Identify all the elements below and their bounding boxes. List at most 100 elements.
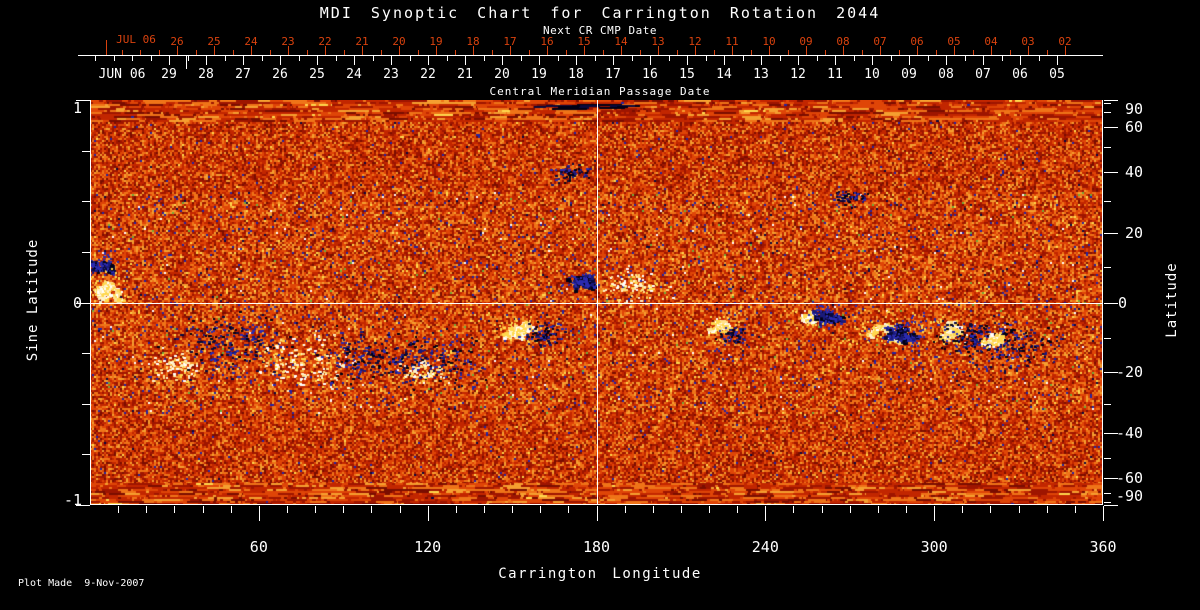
next-cr-halfday-tick (676, 50, 678, 55)
latitude-tick-label: -20 (1116, 363, 1144, 381)
cmp-halfday-tick (1038, 55, 1040, 61)
cmp-day-label: 27 (235, 67, 251, 82)
cmp-halfday-tick (705, 55, 707, 61)
longitude-minor-tick (962, 506, 963, 513)
next-cr-day-label: 14 (614, 35, 628, 48)
longitude-minor-tick (625, 506, 626, 513)
cmp-halfday-tick (816, 55, 818, 61)
cmp-halfday-tick (964, 55, 966, 61)
longitude-minor-tick (484, 506, 485, 513)
longitude-tick-label: 60 (249, 538, 268, 556)
cmp-halfday-tick (520, 55, 522, 61)
next-cr-halfday-tick (140, 50, 141, 55)
cmp-halfday-tick (150, 55, 152, 61)
next-cr-day-label: 06 (910, 35, 924, 48)
next-cr-halfday-tick (343, 50, 345, 55)
next-cr-day-label: 02 (1058, 35, 1072, 48)
plot-made-timestamp: Plot Made 9-Nov-2007 (18, 578, 145, 589)
cmp-day-tick (835, 55, 836, 65)
cmp-halfday-tick (298, 55, 300, 61)
cmp-day-tick (724, 55, 725, 65)
sine-latitude-tick-label: -1 (63, 491, 82, 509)
cmp-halfday-tick (409, 55, 411, 61)
next-cr-day-tick (658, 46, 659, 55)
cmp-day-tick (354, 55, 355, 65)
longitude-tick-label: 120 (414, 538, 442, 556)
latitude-major-tick (1104, 233, 1118, 234)
next-cr-day-tick (214, 46, 215, 55)
next-cr-day-label: 24 (244, 35, 258, 48)
longitude-minor-tick (287, 506, 288, 513)
next-cr-day-tick (1065, 46, 1066, 55)
cmp-halfday-tick (261, 55, 263, 61)
longitude-minor-tick (371, 506, 372, 513)
latitude-tick-label: -40 (1116, 424, 1144, 442)
next-cr-day-tick (362, 46, 363, 55)
sine-latitude-minor-tick (82, 454, 90, 455)
cmp-halfday-tick (779, 55, 781, 61)
next-cr-month-label: JUL 06 (116, 33, 156, 46)
longitude-minor-tick (118, 506, 119, 513)
next-cr-cmp-date-label: Next CR CMP Date (543, 24, 657, 37)
cmp-halfday-tick (95, 55, 96, 61)
cmp-day-label: 11 (827, 67, 843, 82)
next-cr-day-tick (806, 46, 807, 55)
next-cr-halfday-tick (454, 50, 456, 55)
next-cr-day-tick (954, 46, 955, 55)
next-cr-day-label: 23 (281, 35, 295, 48)
latitude-major-tick (1104, 372, 1118, 373)
plot-frame (90, 100, 1103, 505)
cmp-halfday-tick (557, 55, 559, 61)
carrington-longitude-axis-title: Carrington Longitude (498, 566, 702, 582)
longitude-minor-tick (343, 506, 344, 513)
next-cr-day-label: 11 (725, 35, 739, 48)
longitude-minor-tick (174, 506, 175, 513)
cmp-halfday-tick (224, 55, 226, 61)
longitude-minor-tick (315, 506, 316, 513)
cmp-day-label: 10 (864, 67, 880, 82)
longitude-tick-label: 360 (1089, 538, 1117, 556)
next-cr-day-tick (510, 46, 511, 55)
next-cr-halfday-tick (713, 50, 715, 55)
latitude-minor-tick (1104, 458, 1111, 459)
cmp-day-label: 16 (642, 67, 658, 82)
sine-latitude-major-tick (76, 303, 90, 304)
cmp-halfday-tick (483, 55, 485, 61)
page-title: MDI Synoptic Chart for Carrington Rotati… (319, 4, 881, 22)
cmp-day-label: 23 (383, 67, 399, 82)
cmp-day-tick (502, 55, 503, 65)
cmp-day-label: 18 (568, 67, 584, 82)
next-cr-day-label: 08 (836, 35, 850, 48)
longitude-minor-tick (231, 506, 232, 513)
cmp-day-tick (983, 55, 984, 65)
cmp-halfday-tick (446, 55, 448, 61)
latitude-major-tick (1104, 303, 1118, 304)
longitude-minor-tick (653, 506, 654, 513)
longitude-minor-tick (400, 506, 401, 513)
cmp-halfday-tick (113, 55, 115, 61)
longitude-minor-tick (990, 506, 991, 513)
next-cr-day-tick (695, 46, 696, 55)
next-cr-day-label: 09 (799, 35, 813, 48)
cmp-day-label: 26 (272, 67, 288, 82)
next-cr-day-tick (991, 46, 992, 55)
cmp-day-tick (465, 55, 466, 65)
sine-latitude-minor-tick (82, 353, 90, 354)
sine-latitude-tick-label: 1 (72, 99, 82, 117)
next-cr-halfday-tick (861, 50, 863, 55)
latitude-minor-tick (1104, 404, 1111, 405)
next-cr-day-tick (288, 46, 289, 55)
next-cr-day-label: 17 (503, 35, 517, 48)
next-cr-day-tick (769, 46, 770, 55)
cmp-day-tick (317, 55, 318, 65)
next-cr-halfday-tick (824, 50, 826, 55)
next-cr-halfday-tick (565, 50, 567, 55)
cmp-halfday-tick (1001, 55, 1003, 61)
cmp-day-label: 08 (938, 67, 954, 82)
cmp-day-label: 15 (679, 67, 695, 82)
latitude-minor-tick (1104, 147, 1111, 148)
sine-latitude-minor-tick (82, 404, 90, 405)
latitude-tick-label: 60 (1125, 118, 1144, 136)
next-cr-halfday-tick (306, 50, 308, 55)
